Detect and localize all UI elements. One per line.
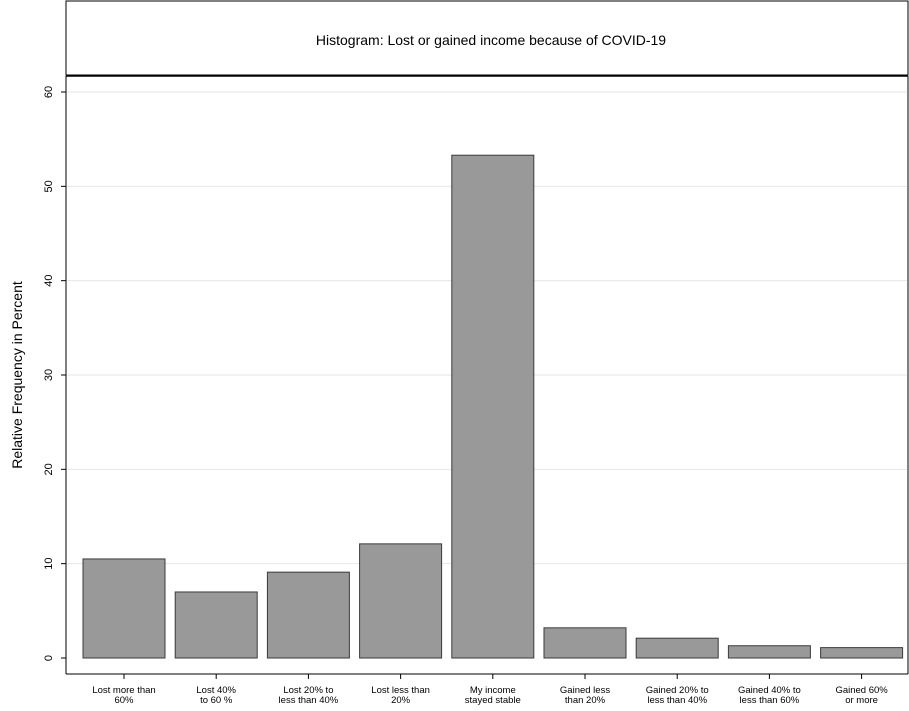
x-tick-label: stayed stable: [465, 695, 521, 706]
x-tick-label: Lost 20% to: [283, 685, 333, 696]
bar: [359, 543, 443, 659]
bar: [174, 591, 258, 659]
y-tick-label: 20: [43, 463, 55, 475]
y-tick-label: 40: [43, 275, 55, 287]
bar: [820, 647, 904, 659]
bars: [82, 154, 904, 659]
x-tick-label: to 60 %: [200, 695, 233, 706]
bar: [635, 637, 719, 659]
x-tick-label: Gained less: [560, 685, 610, 696]
x-tick-label: Gained 60%: [835, 685, 888, 696]
y-tick-label: 50: [43, 180, 55, 192]
x-tick-label: Lost more than: [92, 685, 155, 696]
y-tick-label: 60: [43, 86, 55, 98]
x-tick-label: or more: [845, 695, 878, 706]
y-tick-label: 10: [43, 558, 55, 570]
x-tick-label: My income: [470, 685, 516, 696]
y-tick-label: 30: [43, 369, 55, 381]
y-axis-ticks: 0 10 20 30 40 50 60: [43, 86, 66, 661]
x-tick-label: Gained 40% to: [738, 685, 801, 696]
bar: [451, 154, 535, 659]
bar: [543, 627, 627, 659]
x-tick-label: Lost less than: [371, 685, 430, 696]
x-tick-label: Lost 40%: [196, 685, 236, 696]
y-tick-label: 0: [43, 655, 55, 661]
bar: [727, 645, 811, 659]
x-tick-label: less than 40%: [279, 695, 339, 706]
x-tick-label: less than 40%: [647, 695, 707, 706]
title-box: [65, 0, 909, 76]
bar: [82, 558, 166, 659]
x-tick-label: less than 60%: [740, 695, 800, 706]
x-tick-label: than 20%: [565, 695, 606, 706]
bar: [266, 571, 350, 659]
x-tick-label: Gained 20% to: [646, 685, 709, 696]
chart-title: Histogram: Lost or gained income because…: [316, 32, 666, 48]
x-tick-label: 60%: [114, 695, 134, 706]
y-axis-label: Relative Frequency in Percent: [9, 281, 25, 469]
x-tick-label: 20%: [391, 695, 411, 706]
